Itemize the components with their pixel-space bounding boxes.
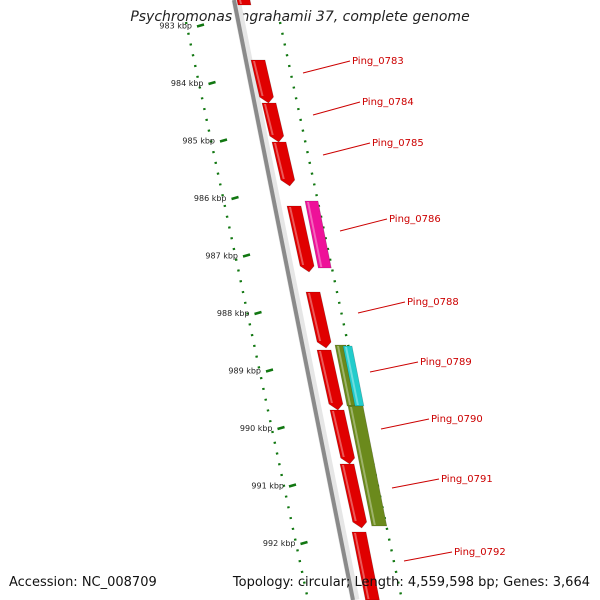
kbp-tick-label: 984 kbp xyxy=(171,79,204,88)
backbone-line xyxy=(232,0,355,600)
kbp-tick-label: 986 kbp xyxy=(194,194,227,203)
kbp-tick-label: 992 kbp xyxy=(263,539,296,548)
gene-track xyxy=(236,0,388,600)
gene-highlight xyxy=(308,293,322,341)
gene-arrow xyxy=(250,59,274,104)
gene-arrow xyxy=(271,141,296,187)
genome-summary-text: Topology: circular; Length: 4,559,598 bp… xyxy=(232,575,590,590)
kbp-ticks: 983 kbp 984 kbp 985 kbp 986 kbp 987 kbp 988 k… xyxy=(159,22,308,548)
gene-highlight xyxy=(274,143,285,179)
kbp-tick-label: 988 kbp xyxy=(217,309,250,318)
gene-arrow xyxy=(339,463,368,529)
gene-arrow xyxy=(286,205,315,273)
gene-highlight xyxy=(238,0,242,4)
kbp-tick-mark xyxy=(277,425,285,431)
gene-highlight xyxy=(345,347,359,405)
gene-highlight xyxy=(289,207,305,265)
accession-text: Accession: NC_008709 xyxy=(9,575,157,590)
gene-arrow-olive xyxy=(347,405,388,527)
gene-label: Ping_0792 xyxy=(454,547,506,558)
gene-leader-line xyxy=(403,551,453,562)
kbp-tick-mark xyxy=(265,368,274,373)
kbp-tick-label: 990 kbp xyxy=(240,424,273,433)
kbp-tick-mark xyxy=(288,483,297,488)
gene-highlight xyxy=(319,351,333,403)
gene-highlight xyxy=(253,61,264,96)
gene-arrow xyxy=(261,102,285,143)
gene-leader-line xyxy=(369,361,419,373)
genome-backbone xyxy=(231,0,360,600)
gene-label: Ping_0783 xyxy=(352,56,404,67)
gene-highlight xyxy=(264,104,274,135)
gene-highlight xyxy=(342,465,357,521)
gene-leader-line xyxy=(322,142,371,156)
gene-label: Ping_0785 xyxy=(372,138,424,149)
kbp-tick-label: 983 kbp xyxy=(159,22,192,31)
kbp-tick-mark xyxy=(300,540,308,546)
gene-leader-line xyxy=(391,478,440,489)
gene-leader-line xyxy=(380,418,430,430)
kbp-tick-mark xyxy=(231,195,239,201)
gene-leader-line xyxy=(312,101,361,116)
gene-leader-line xyxy=(339,218,388,232)
gene-label: Ping_0786 xyxy=(389,214,441,225)
gene-highlight xyxy=(354,533,370,599)
gene-label: Ping_0790 xyxy=(431,414,483,425)
gene-label: Ping_0788 xyxy=(407,297,459,308)
gene-highlight xyxy=(307,202,323,267)
gene-arrow-magenta xyxy=(304,200,332,269)
gene-arrow xyxy=(351,531,380,600)
gene-arrow xyxy=(236,0,252,6)
kbp-tick-label: 991 kbp xyxy=(251,482,284,491)
gene-arrow xyxy=(329,409,356,465)
map-title: Psychromonas ingrahamii 37, complete gen… xyxy=(130,9,470,25)
kbp-tick-mark xyxy=(208,80,216,86)
kbp-tick-label: 987 kbp xyxy=(205,252,238,261)
gene-label: Ping_0789 xyxy=(420,357,472,368)
kbp-tick-label: 985 kbp xyxy=(182,137,215,146)
gene-label: Ping_0791 xyxy=(441,474,493,485)
gene-highlight xyxy=(332,411,345,457)
gene-leader-line xyxy=(302,60,351,74)
kbp-tick-mark xyxy=(219,138,228,143)
gene-label: Ping_0784 xyxy=(362,97,414,108)
kbp-tick-mark xyxy=(242,253,251,258)
gene-highlight xyxy=(337,346,352,405)
kbp-tick-mark xyxy=(254,310,262,316)
gene-arrow xyxy=(316,349,344,411)
kbp-tick-label: 989 kbp xyxy=(228,367,261,376)
gene-arrow xyxy=(305,291,332,349)
kbp-tick-mark xyxy=(196,23,205,28)
gene-labels: Ping_0783 Ping_0784 Ping_0785 Ping_0786 Ping… xyxy=(302,56,506,562)
gene-leader-line xyxy=(357,301,406,314)
gene-highlight xyxy=(350,407,376,525)
